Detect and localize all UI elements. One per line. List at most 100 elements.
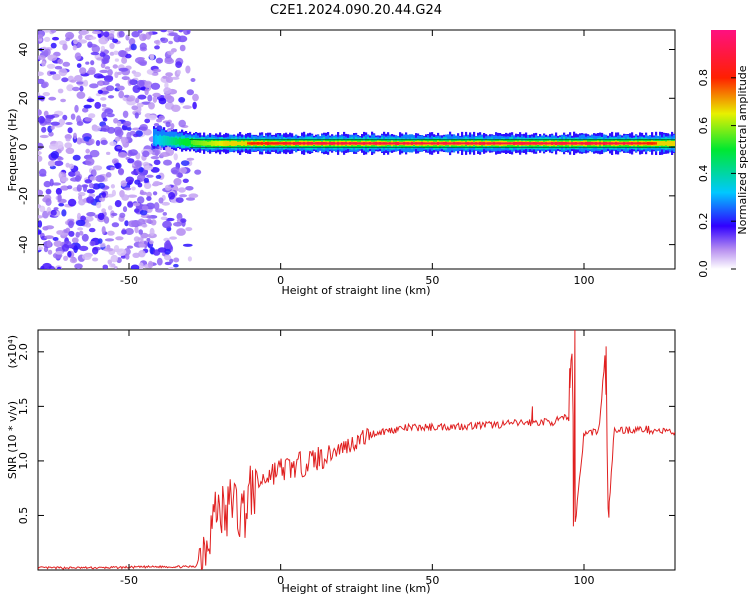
noise-blob (118, 67, 129, 72)
noise-blob (74, 170, 81, 177)
signal-band-cell (381, 142, 384, 145)
noise-blob (86, 98, 95, 103)
noise-blob (168, 32, 178, 36)
noise-blob (111, 212, 118, 217)
noise-blob (131, 31, 140, 38)
signal-band-cell (371, 142, 374, 145)
noise-blob (38, 34, 44, 39)
noise-blob (138, 250, 146, 258)
signal-band-cell (485, 142, 488, 145)
noise-blob (57, 156, 64, 161)
noise-blob (146, 174, 154, 178)
signal-band-cell (383, 142, 386, 145)
noise-blob (114, 200, 122, 208)
signal-band-cell (573, 142, 576, 145)
signal-band-cell (301, 142, 304, 145)
signal-band-cell (367, 142, 370, 145)
noise-blob (120, 180, 127, 187)
noise-blob (51, 182, 62, 186)
signal-band-cell (639, 142, 642, 145)
signal-band-cell (409, 142, 412, 145)
noise-blob (176, 228, 186, 236)
x-tick-label: -50 (120, 274, 138, 287)
noise-blob (97, 212, 105, 221)
noise-blob (146, 196, 152, 202)
noise-blob (38, 230, 42, 235)
noise-blob (83, 104, 92, 109)
noise-blob (173, 178, 182, 186)
noise-blob (42, 92, 50, 97)
noise-blob (165, 217, 175, 222)
noise-blob (99, 52, 106, 57)
signal-band-cell (489, 142, 492, 145)
noise-blob (128, 149, 138, 156)
signal-band-cell (341, 142, 344, 145)
signal-band-cell (433, 142, 436, 145)
noise-blob (107, 205, 113, 211)
signal-band-cell (623, 142, 626, 145)
noise-blob (137, 196, 145, 204)
signal-band-cell (303, 141, 306, 145)
noise-blob (50, 121, 60, 126)
signal-band-cell (591, 142, 594, 145)
noise-blob (38, 109, 42, 116)
noise-blob (58, 68, 68, 77)
noise-blob (123, 94, 130, 98)
signal-band-cell (267, 141, 270, 145)
noise-blob (134, 160, 142, 167)
noise-blob (61, 209, 67, 217)
noise-blob (107, 95, 115, 99)
noise-blob (76, 91, 86, 99)
noise-blob (95, 140, 101, 146)
signal-band-cell (403, 142, 406, 145)
noise-blob (167, 50, 174, 55)
signal-band-cell (327, 142, 330, 145)
signal-band-cell (155, 134, 158, 146)
noise-blob (60, 232, 69, 236)
snr-plot-area (37, 329, 676, 571)
noise-blob (104, 108, 114, 115)
noise-blob (168, 192, 176, 200)
noise-blob (70, 113, 76, 120)
noise-blob (50, 151, 60, 159)
figure-title: C2E1.2024.090.20.44.G24 (270, 3, 442, 18)
noise-blob (65, 122, 73, 125)
signal-band-cell (413, 142, 416, 145)
noise-blob (113, 50, 119, 55)
noise-blob (67, 251, 72, 258)
signal-band-cell (481, 142, 484, 145)
noise-blob (109, 42, 115, 50)
signal-band-cell (263, 142, 266, 145)
signal-band-cell (655, 142, 658, 145)
signal-band-cell (511, 142, 514, 145)
noise-blob (180, 160, 190, 167)
signal-band-cell (325, 142, 328, 145)
signal-band-cell (561, 141, 564, 145)
noise-blob (118, 50, 127, 58)
noise-blob (160, 37, 169, 44)
noise-blob (38, 204, 42, 209)
noise-blob (91, 125, 101, 132)
noise-blob (148, 31, 153, 36)
signal-band-cell (237, 141, 240, 146)
noise-blob (178, 119, 186, 128)
noise-blob (137, 94, 147, 100)
signal-band-cell (299, 142, 302, 145)
noise-blob (69, 257, 78, 264)
signal-band-cell (317, 142, 320, 145)
signal-band-cell (663, 140, 666, 146)
signal-band-cell (357, 142, 360, 145)
signal-band-cell (283, 142, 286, 145)
noise-blob (125, 176, 135, 184)
signal-band-cell (385, 142, 388, 145)
noise-blob (53, 240, 63, 247)
noise-blob (138, 243, 146, 248)
noise-blob (43, 117, 52, 124)
signal-band-cell (597, 142, 600, 145)
signal-band-cell (399, 142, 402, 145)
signal-band-cell (239, 141, 242, 146)
signal-band-cell (633, 142, 636, 145)
noise-blob (85, 157, 95, 166)
noise-blob (131, 127, 141, 131)
